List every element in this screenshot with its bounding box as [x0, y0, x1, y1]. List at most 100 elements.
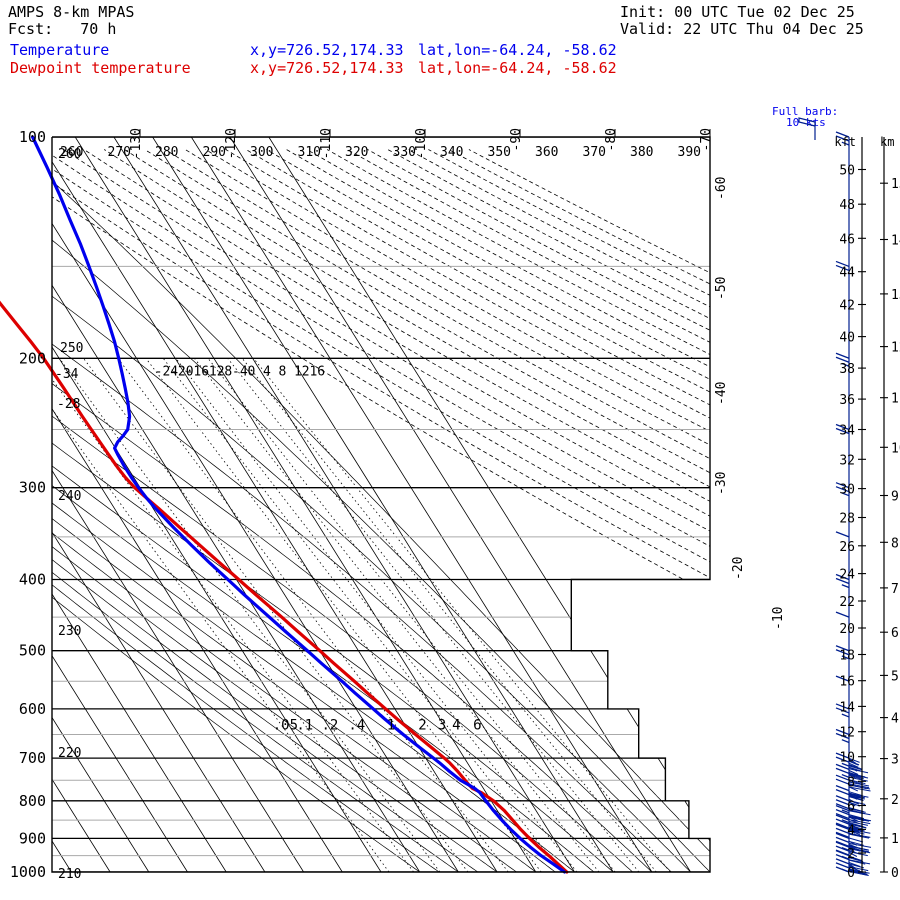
mixing-ratio-line	[242, 358, 656, 872]
mixing-ratio-label: 4	[452, 718, 460, 734]
kft-tick-label: 50	[839, 163, 855, 178]
kft-tick-label: 0	[847, 866, 855, 881]
kft-tick-label: 22	[839, 595, 855, 610]
theta-top-label: 300	[250, 145, 273, 160]
km-tick-label: 6.	[891, 626, 900, 641]
dry-adiabat	[226, 150, 900, 873]
dry-adiabat	[428, 150, 900, 873]
km-tick-label: 3.	[891, 753, 900, 768]
kft-tick-label: 24	[839, 568, 855, 583]
wind-barb	[836, 612, 849, 617]
isotherm-right-label: -10	[771, 607, 786, 630]
kft-tick-label: 26	[839, 540, 855, 555]
kft-tick-label: 28	[839, 511, 855, 526]
theta-left-label: 220	[58, 746, 81, 761]
temperature-tick-label: 4	[263, 364, 271, 379]
kft-tick-label: 30	[839, 483, 855, 498]
theta-top-label: 320	[345, 145, 368, 160]
moist-adiabat	[0, 137, 633, 872]
temperature-tick-label: -8	[217, 364, 233, 379]
pressure-label: 300	[19, 479, 46, 497]
mixing-ratio-line	[254, 358, 671, 872]
moist-adiabat	[0, 137, 575, 872]
km-tick-label: 1.	[891, 832, 900, 847]
isotherm-top-label: -100	[414, 128, 429, 159]
kft-tick-label: 32	[839, 453, 855, 468]
km-tick-label: 8.	[891, 536, 900, 551]
km-tick-label: 4.	[891, 712, 900, 727]
kft-axis-title: kft	[834, 135, 856, 149]
isotherm-top-label: -70	[699, 128, 714, 151]
kft-tick-label: 18	[839, 649, 855, 664]
kft-tick-label: 8	[847, 775, 855, 790]
kft-tick-label: 6	[847, 800, 855, 815]
skewt-figure: AMPS 8-km MPAS Fcst: 70 h Temperature De…	[0, 0, 900, 900]
km-tick-label: 9.	[891, 489, 900, 504]
kft-tick-label: 42	[839, 298, 855, 313]
isotherm-right-label: -30	[714, 472, 729, 495]
legend-barb-flag	[799, 118, 815, 126]
theta-top-label: 290	[203, 145, 226, 160]
moist-adiabat	[0, 137, 594, 872]
dry-adiabat	[408, 150, 900, 873]
dry-adiabat	[327, 150, 900, 873]
pressure-label: 700	[19, 749, 46, 767]
km-tick-label: 14.	[891, 233, 900, 248]
dry-adiabat	[124, 150, 900, 873]
theta-top-label: 310	[298, 145, 321, 160]
mixing-ratio-label: 2	[418, 718, 426, 734]
kft-tick-label: 12	[839, 726, 855, 741]
mixing-ratio-label: 3	[438, 718, 446, 734]
mixing-ratio-line	[118, 358, 508, 872]
km-tick-label: 10.	[891, 441, 900, 456]
isotherm	[0, 137, 110, 872]
theta-left-label: 260	[58, 147, 81, 162]
kft-tick-label: 48	[839, 198, 855, 213]
mixing-ratio-label: 1	[387, 718, 395, 734]
kft-tick-label: 2	[847, 847, 855, 862]
kft-tick-label: 10	[839, 751, 855, 766]
mixing-ratio-label: .4	[348, 718, 365, 734]
mixing-ratio-line	[163, 358, 562, 872]
isotherm-top-label: -120	[224, 128, 239, 159]
temperature-tick-label: 8	[278, 364, 286, 379]
theta-top-label: 390	[678, 145, 701, 160]
kft-tick-label: 38	[839, 362, 855, 377]
pressure-label: 900	[19, 829, 46, 847]
isotherm	[0, 137, 458, 872]
moist-adiabat	[0, 137, 652, 872]
kft-tick-label: 44	[839, 266, 855, 281]
dry-adiabat	[287, 150, 900, 873]
moist-adiabat	[0, 137, 420, 872]
kft-tick-label: 16	[839, 675, 855, 690]
kft-tick-label: 46	[839, 232, 855, 247]
theta-top-label: 350	[488, 145, 511, 160]
km-axis-title: km	[880, 135, 894, 149]
isotherm	[153, 137, 614, 872]
km-tick-label: 11.	[891, 392, 900, 407]
dry-adiabat	[449, 150, 900, 873]
km-tick-label: 15.	[891, 177, 900, 192]
km-tick-label: 2.	[891, 793, 900, 808]
temperature-tick-label: -4	[232, 364, 248, 379]
theta-top-label: 360	[535, 145, 558, 160]
dry-adiabat	[84, 150, 900, 873]
dry-adiabat	[266, 150, 900, 873]
isotherm-top-label: -90	[509, 128, 524, 151]
kft-tick-label: 14	[839, 700, 855, 715]
moist-adiabat	[0, 137, 497, 872]
dry-adiabat	[469, 150, 900, 873]
moist-adiabat	[0, 137, 613, 872]
km-tick-label: 7.	[891, 582, 900, 597]
isotherm	[114, 137, 575, 872]
mixing-ratio-label: .2	[322, 718, 339, 734]
isotherm-right-label: -60	[714, 177, 729, 200]
dry-adiabat	[165, 150, 900, 873]
mixing-ratio-line	[228, 358, 639, 872]
left-tick-label: -28	[57, 397, 80, 412]
temperature-tick-label: 16	[309, 364, 325, 379]
km-tick-label: 0.	[891, 866, 900, 881]
isotherm-top-label: -130	[129, 128, 144, 159]
theta-top-label: 330	[393, 145, 416, 160]
km-tick-label: 13.	[891, 288, 900, 303]
